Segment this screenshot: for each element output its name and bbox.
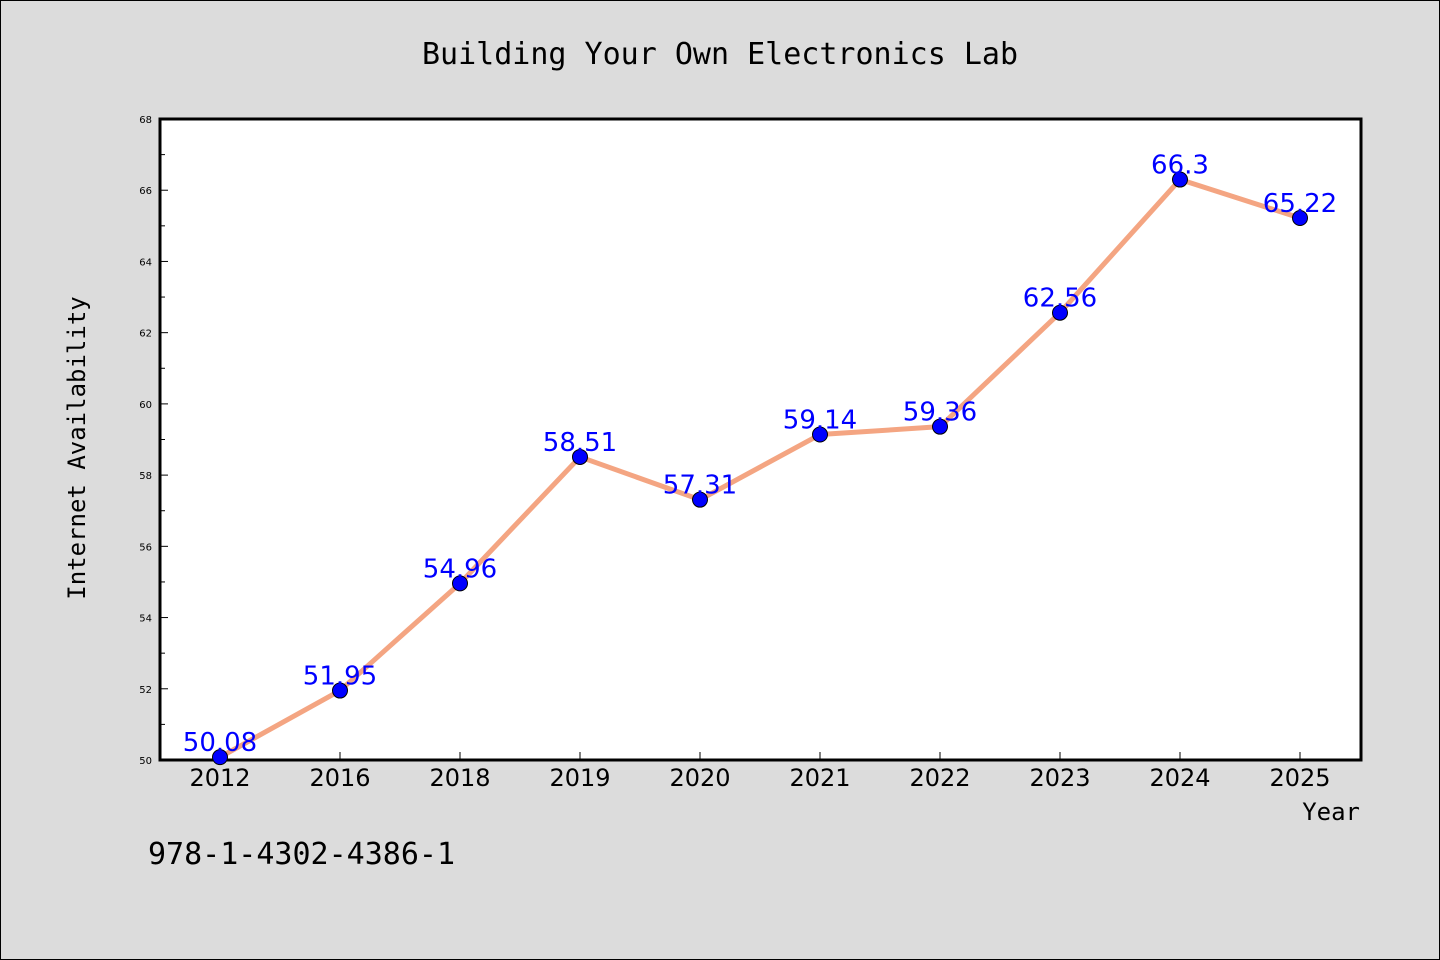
data-label: 62.56: [1023, 284, 1097, 314]
x-tick-label: 2016: [309, 764, 370, 792]
data-point: [692, 491, 708, 508]
x-tick-label: 2020: [669, 764, 730, 792]
y-tick-label: 50: [139, 756, 152, 767]
y-tick-label: 68: [139, 115, 152, 126]
data-label: 57.31: [663, 471, 737, 501]
x-tick-label: 2023: [1029, 764, 1090, 792]
data-label: 54.96: [423, 554, 497, 584]
x-tick-label: 2019: [549, 764, 610, 792]
x-tick-label: 2025: [1269, 764, 1330, 792]
data-label: 50.08: [183, 728, 257, 758]
x-tick-label: 2022: [909, 764, 970, 792]
x-axis-label: Year: [1302, 798, 1360, 826]
data-point: [332, 682, 348, 699]
data-label: 58.51: [543, 428, 617, 458]
x-tick-label: 2012: [189, 764, 250, 792]
x-tick-label: 2018: [429, 764, 490, 792]
y-tick-label: 58: [139, 471, 152, 482]
x-tick-label: 2021: [789, 764, 850, 792]
y-tick-label: 60: [139, 400, 152, 411]
data-point: [212, 749, 228, 766]
x-axis: 2012 2016 2018 2019 2020 2021 2022 2023 2024 2025: [189, 752, 1331, 792]
data-label: 65.22: [1263, 189, 1337, 219]
y-tick-label: 54: [139, 614, 152, 625]
data-point: [812, 426, 828, 443]
y-tick-label: 62: [139, 329, 152, 340]
data-point: [1052, 304, 1068, 321]
y-axis: 50 52 54 56 58 60 62 64 66 68: [139, 115, 168, 767]
data-point: [1172, 171, 1188, 188]
data-point: [932, 418, 948, 435]
data-point: [452, 575, 468, 592]
y-axis-label: Internet Availability: [63, 296, 91, 599]
plot-area: [158, 117, 1363, 762]
isbn-text: 978-1-4302-4386-1: [148, 837, 455, 872]
data-label: 66.3: [1151, 151, 1209, 181]
data-point: [1292, 209, 1308, 226]
data-label: 59.14: [783, 406, 857, 436]
y-tick-label: 64: [139, 257, 152, 268]
data-point: [572, 448, 588, 465]
data-label: 59.36: [903, 398, 977, 428]
markers-group: [212, 171, 1308, 766]
series-line: [217, 177, 1303, 760]
data-labels-group: 50.08 51.95 54.96 58.51 57.31 59.14 59.36 62.56…: [183, 151, 1337, 759]
chart-title: Building Your Own Electronics Lab: [422, 37, 1018, 72]
data-label: 51.95: [303, 662, 377, 692]
x-tick-label: 2024: [1149, 764, 1210, 792]
y-tick-label: 56: [139, 542, 152, 553]
series-line-group: [217, 177, 1303, 760]
y-tick-label: 52: [139, 685, 152, 696]
y-tick-label: 66: [139, 186, 152, 197]
